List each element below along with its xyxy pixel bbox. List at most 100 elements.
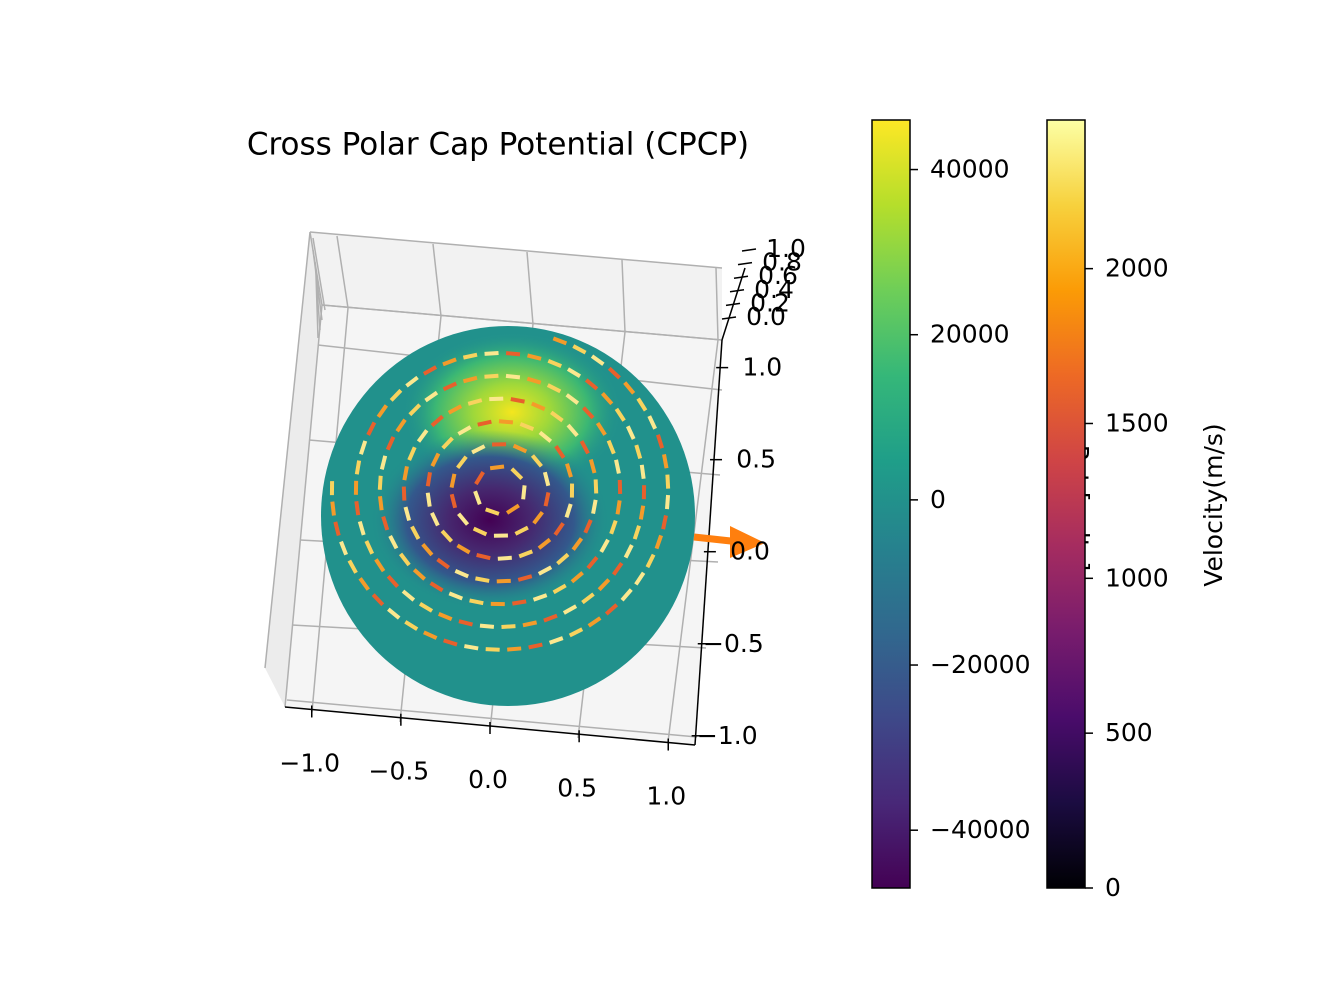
vector bbox=[464, 644, 479, 651]
x-tick-label: −1.0 bbox=[279, 748, 340, 777]
vector bbox=[538, 430, 553, 443]
colorbar-tick-label: 1000 bbox=[1105, 563, 1169, 592]
vector bbox=[531, 401, 546, 411]
vector bbox=[387, 607, 401, 620]
vector bbox=[457, 512, 470, 526]
vector bbox=[537, 565, 553, 576]
colorbar-tick-label: 40000 bbox=[930, 155, 1010, 184]
y-axis-line bbox=[694, 339, 723, 746]
vector bbox=[552, 583, 567, 595]
colorbar-tick-label: 0 bbox=[930, 485, 946, 514]
vector bbox=[526, 376, 542, 385]
z-tick bbox=[737, 261, 753, 266]
vector bbox=[441, 436, 454, 450]
vector bbox=[584, 378, 599, 391]
z-tick bbox=[721, 316, 737, 320]
vector bbox=[401, 589, 416, 602]
vector bbox=[497, 555, 512, 561]
vector bbox=[421, 543, 434, 557]
vector bbox=[505, 503, 520, 515]
vector bbox=[638, 505, 646, 520]
vector bbox=[522, 620, 538, 628]
vector bbox=[521, 485, 527, 500]
colorbar-tick-label: 0 bbox=[1105, 873, 1121, 902]
y-tick-label: −0.5 bbox=[703, 629, 764, 658]
vector bbox=[564, 503, 573, 518]
vector bbox=[632, 525, 641, 540]
vector bbox=[636, 397, 648, 412]
vector bbox=[647, 415, 657, 430]
vector bbox=[546, 383, 562, 394]
vector bbox=[639, 464, 646, 479]
vector bbox=[599, 538, 610, 553]
y-tick-label: 0.0 bbox=[730, 537, 770, 566]
vector bbox=[554, 444, 566, 459]
vector bbox=[442, 357, 457, 367]
vector bbox=[656, 434, 665, 449]
colorbar-tick-label: 20000 bbox=[930, 320, 1010, 349]
vector bbox=[566, 423, 579, 437]
vector bbox=[385, 436, 396, 451]
vector bbox=[543, 492, 551, 507]
vector bbox=[537, 537, 552, 550]
vector bbox=[566, 367, 582, 378]
colorbar bbox=[1046, 119, 1086, 889]
vector bbox=[510, 467, 524, 481]
vector bbox=[473, 490, 482, 506]
vector bbox=[457, 425, 472, 436]
vector bbox=[462, 352, 478, 360]
z-tick-label: 0.6 bbox=[758, 261, 798, 290]
vector bbox=[528, 642, 543, 650]
vector bbox=[609, 519, 618, 535]
vector bbox=[422, 365, 438, 376]
vector bbox=[645, 553, 656, 569]
colorbar-tick-label: −20000 bbox=[930, 650, 1030, 679]
x-tick-label: 0.5 bbox=[557, 773, 597, 802]
vector bbox=[565, 393, 580, 405]
vector bbox=[381, 515, 390, 531]
vector bbox=[425, 492, 432, 507]
z-tick-label: 0.8 bbox=[762, 248, 802, 277]
vector bbox=[458, 619, 473, 627]
vector bbox=[443, 638, 458, 647]
vector bbox=[512, 599, 527, 606]
vector bbox=[479, 623, 495, 629]
vector bbox=[550, 410, 564, 423]
vector bbox=[530, 454, 543, 468]
vector bbox=[474, 471, 485, 486]
vector bbox=[496, 578, 511, 584]
vector bbox=[407, 446, 417, 461]
vector bbox=[462, 375, 478, 384]
vector bbox=[354, 501, 361, 516]
y-tick-label: 0.5 bbox=[736, 445, 776, 474]
z-tick-label: 1.0 bbox=[766, 234, 806, 263]
vector bbox=[597, 578, 611, 592]
vector bbox=[489, 396, 504, 402]
vector bbox=[339, 540, 348, 556]
vector bbox=[620, 588, 633, 602]
vector bbox=[611, 561, 624, 576]
vector bbox=[565, 463, 573, 478]
x-tick-label: −0.5 bbox=[369, 757, 430, 786]
vector bbox=[436, 557, 450, 570]
vector bbox=[388, 535, 399, 550]
vector bbox=[517, 574, 533, 582]
vector bbox=[442, 381, 458, 392]
vector bbox=[395, 418, 407, 433]
vector bbox=[430, 414, 444, 428]
vector bbox=[364, 540, 375, 555]
vector bbox=[623, 544, 634, 559]
vector bbox=[469, 598, 484, 606]
vector bbox=[456, 455, 468, 470]
colorbar-tick-label: 1500 bbox=[1105, 408, 1169, 437]
vector bbox=[634, 444, 643, 460]
vector bbox=[587, 616, 602, 628]
colorbar-label: Velocity(m/s) bbox=[1199, 423, 1228, 586]
vector bbox=[447, 404, 463, 415]
vector bbox=[405, 375, 419, 388]
colorbar bbox=[871, 119, 911, 889]
vector bbox=[449, 473, 457, 488]
vector bbox=[604, 603, 619, 616]
vector bbox=[456, 543, 471, 555]
vector bbox=[389, 388, 403, 402]
